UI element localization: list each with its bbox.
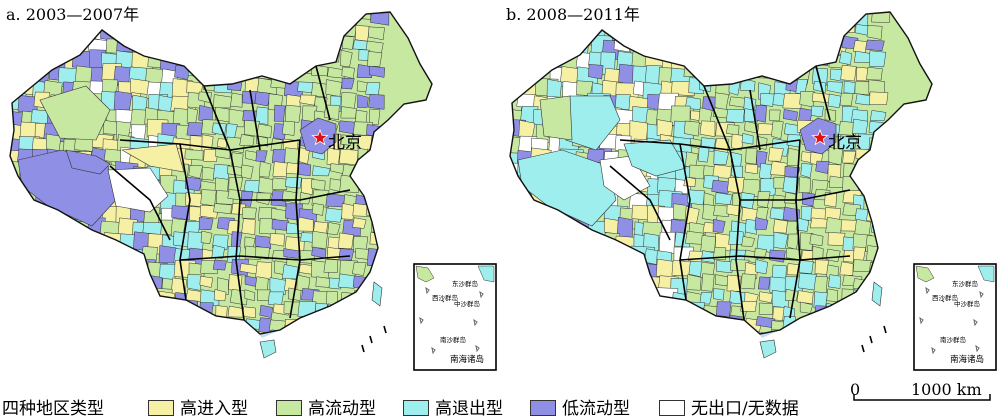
island-mark: [973, 318, 978, 327]
inset-label: 南海诸岛: [950, 354, 984, 365]
hainan: [259, 339, 277, 359]
scale-distance-label: 1000 km: [911, 380, 982, 399]
legend-label: 高流动型: [308, 399, 376, 416]
inset-label: 西沙群岛: [432, 293, 458, 302]
inset-label: 南沙群岛: [440, 335, 466, 344]
island-mark: [925, 286, 930, 295]
legend: 四种地区类型 高进入型 高流动型 高退出型 低流动型 无出口/无数据: [0, 392, 1000, 416]
map-panel-a: 北京东沙群岛西沙群岛 中沙群岛南沙群岛南海诸岛 a. 2003—2007年: [0, 0, 500, 388]
region-cells: [10, 12, 432, 334]
island-mark: [479, 290, 484, 299]
map-panel-b: 北京东沙群岛西沙群岛 中沙群岛南沙群岛南海诸岛 b. 2008—2011年: [500, 0, 1000, 388]
boundary-dash: [861, 344, 865, 353]
city-label-beijing: 北京: [328, 133, 362, 153]
taiwan: [871, 281, 883, 307]
legend-swatch: [276, 400, 302, 416]
legend-swatch: [659, 400, 685, 416]
island-mark: [919, 316, 924, 325]
beijing-star-icon: [811, 128, 829, 146]
scale-bar: 0 1000 km: [848, 378, 998, 414]
legend-item-high-entry: 高进入型: [148, 394, 248, 416]
inset-label: 东沙群岛: [452, 279, 478, 288]
legend-swatch: [148, 400, 174, 416]
inset-label: 东沙群岛: [952, 279, 978, 288]
legend-label: 低流动型: [562, 399, 630, 416]
boundary-dash: [369, 335, 373, 344]
island-mark: [431, 346, 436, 355]
legend-title: 四种地区类型: [2, 399, 104, 416]
country-outline: [509, 11, 933, 335]
scale-line: [853, 394, 991, 401]
inset-label: 中沙群岛: [454, 299, 480, 308]
island-mark: [975, 344, 980, 353]
boundary-dash: [869, 335, 873, 344]
legend-label: 无出口/无数据: [691, 399, 799, 416]
city-label-beijing: 北京: [828, 133, 862, 153]
island-mark: [425, 286, 430, 295]
hainan: [759, 339, 777, 359]
island-mark: [931, 346, 936, 355]
legend-label: 高进入型: [180, 399, 248, 416]
inset-label: 南海诸岛: [450, 354, 484, 365]
beijing-star-icon: [311, 128, 329, 146]
island-mark: [979, 290, 984, 299]
legend-label: 高退出型: [435, 399, 503, 416]
island-mark: [475, 344, 480, 353]
inset-label: 中沙群岛: [954, 299, 980, 308]
legend-item-high-mobility: 高流动型: [276, 394, 376, 416]
island-mark: [419, 316, 424, 325]
legend-item-high-exit: 高退出型: [403, 394, 503, 416]
legend-item-low-mobility: 低流动型: [530, 394, 630, 416]
scale-zero-label: 0: [850, 380, 861, 399]
legend-swatch: [403, 400, 429, 416]
country-outline: [9, 11, 433, 335]
boundary-dash: [883, 325, 887, 334]
boundary-dash: [383, 325, 387, 334]
panel-title-b: b. 2008—2011年: [506, 5, 640, 24]
region-cells: [510, 12, 932, 334]
boundary-dash: [361, 344, 365, 353]
island-mark: [473, 318, 478, 327]
panel-title-a: a. 2003—2007年: [6, 5, 140, 24]
legend-item-no-data: 无出口/无数据: [659, 394, 799, 416]
taiwan: [371, 281, 383, 307]
legend-swatch: [530, 400, 556, 416]
inset-label: 南沙群岛: [940, 335, 966, 344]
inset-label: 西沙群岛: [932, 293, 958, 302]
